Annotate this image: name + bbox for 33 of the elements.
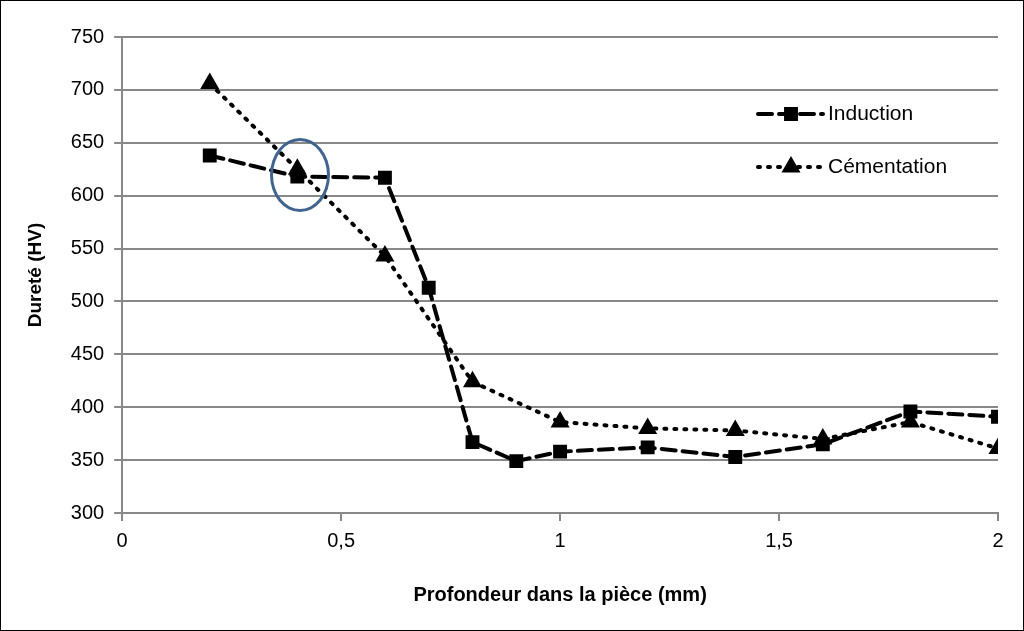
point	[640, 440, 655, 455]
point	[465, 435, 480, 450]
y-tick-label: 500	[70, 288, 105, 311]
point	[377, 170, 392, 185]
y-tick-label: 650	[70, 130, 105, 153]
x-tick-label: 2	[992, 528, 1004, 551]
y-tick-label: 400	[70, 394, 105, 417]
point	[509, 454, 524, 469]
legend-label: Cémentation	[828, 153, 948, 177]
x-axis-title: Profondeur dans la pièce (mm)	[413, 582, 707, 605]
x-tick-label: 1,5	[765, 528, 793, 551]
y-tick-label: 600	[70, 183, 105, 206]
y-tick-label: 550	[70, 236, 105, 259]
y-tick-label: 700	[70, 77, 105, 100]
point	[552, 413, 569, 428]
point	[728, 449, 743, 464]
point	[814, 429, 831, 445]
x-tick-label: 0,5	[327, 528, 356, 551]
y-axis-title: Dureté (HV)	[23, 222, 45, 328]
y-tick-label: 450	[70, 341, 105, 364]
legend-label: Induction	[828, 100, 914, 124]
x-tick-label: 1	[554, 528, 566, 551]
point	[289, 160, 306, 175]
y-tick-label: 350	[70, 447, 105, 470]
point	[421, 280, 436, 295]
point	[202, 148, 217, 163]
x-tick-label: 0	[116, 528, 128, 551]
point	[639, 419, 656, 434]
point	[376, 246, 393, 262]
y-tick-label: 750	[70, 24, 105, 47]
y-tick-label: 300	[70, 500, 105, 523]
point	[727, 421, 744, 436]
point	[553, 444, 568, 459]
